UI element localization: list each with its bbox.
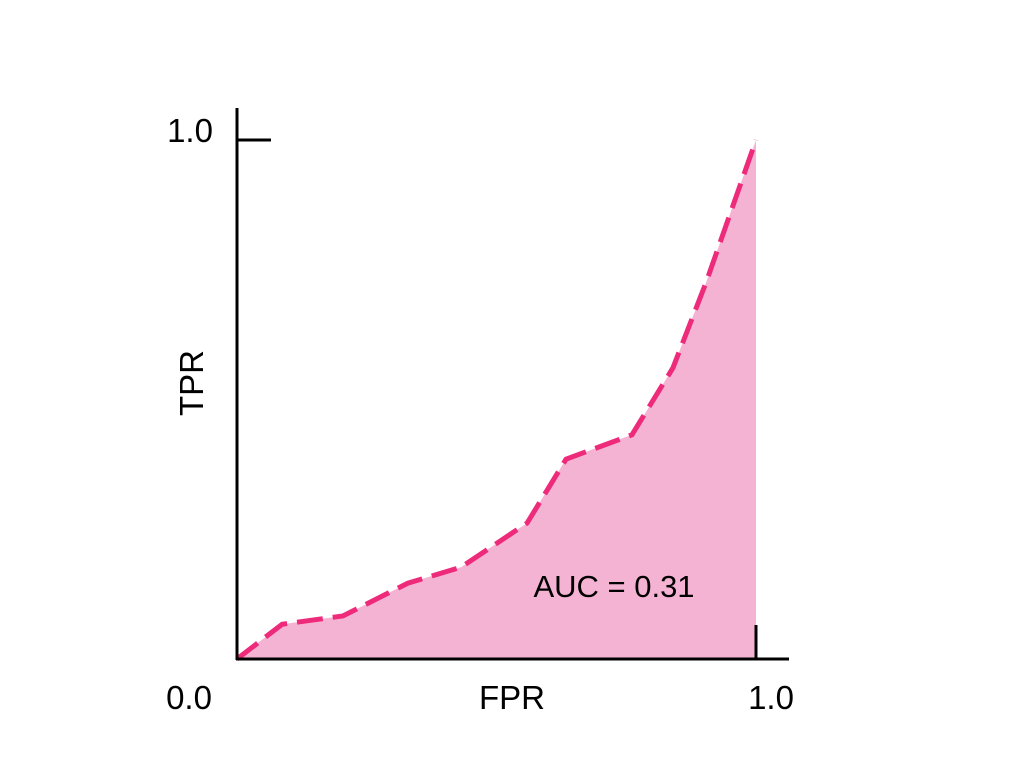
x-tick-label-1: 1.0 — [748, 679, 794, 716]
x-axis-label: FPR — [479, 679, 545, 716]
x-tick-label-0: 0.0 — [166, 679, 212, 716]
y-axis-label: TPR — [173, 350, 210, 416]
auc-area — [237, 140, 756, 659]
y-tick-label-1: 1.0 — [167, 112, 213, 149]
auc-annotation: AUC = 0.31 — [533, 569, 694, 604]
roc-curve-line — [235, 139, 759, 661]
